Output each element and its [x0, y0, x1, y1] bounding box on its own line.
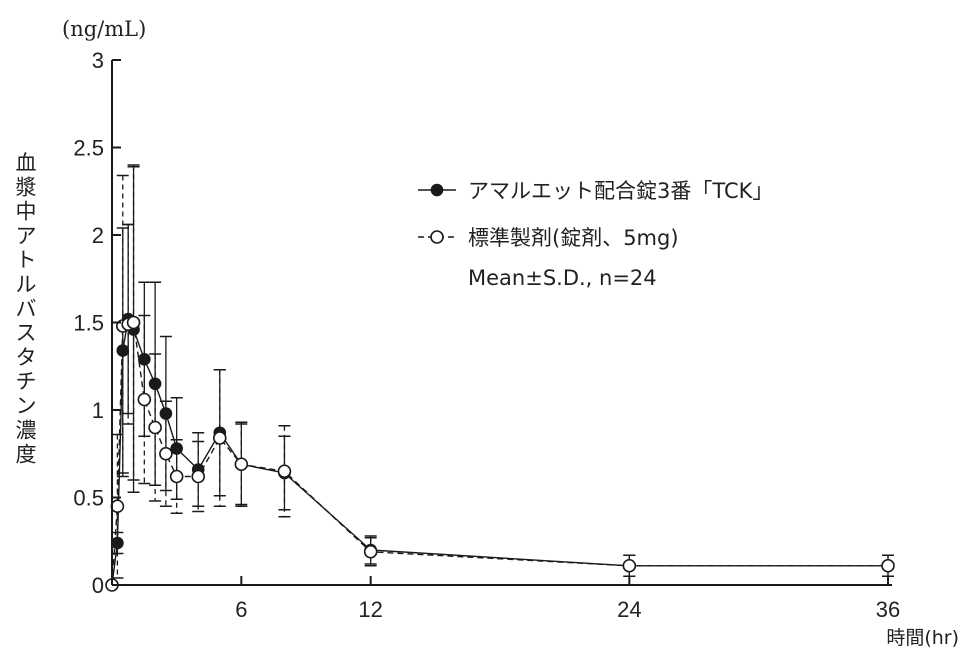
error-bar	[159, 400, 172, 507]
data-point	[622, 558, 637, 573]
data-point	[191, 469, 206, 484]
data-point	[110, 499, 125, 514]
error-bar	[192, 440, 205, 513]
error-bar	[116, 174, 129, 478]
x-tick-label: 12	[358, 597, 382, 622]
y-tick-label: 3	[92, 48, 104, 73]
legend-item: 標準製剤(錠剤、5mg)	[418, 226, 679, 250]
y-tick-label: 1	[92, 398, 104, 423]
series-line	[111, 321, 888, 586]
error-bar	[111, 433, 124, 579]
y-tick-label: 0	[92, 573, 104, 598]
data-point	[159, 446, 173, 461]
data-point	[234, 457, 249, 472]
error-bar	[235, 421, 248, 507]
y-tick-label: 0.5	[73, 486, 104, 511]
legend-marker	[430, 183, 444, 197]
axes: 00.511.522.536 12 24 36(ng/mL)血漿中アトルバスタチン濃度…	[16, 17, 960, 649]
x-tick-label: 36	[876, 597, 900, 622]
legend-label: 標準製剤(錠剤、5mg)	[468, 226, 679, 250]
legend-label: アマルエット配合錠3番「TCK」	[468, 179, 773, 203]
y-unit-label: (ng/mL)	[62, 17, 146, 41]
data-point	[881, 558, 895, 573]
series-line	[111, 316, 888, 586]
data-point	[277, 464, 292, 479]
y-tick-label: 2	[92, 223, 104, 248]
legend-marker	[430, 230, 444, 244]
series-2	[105, 164, 895, 592]
y-tick-label: 2.5	[73, 136, 104, 161]
plot-area	[105, 164, 895, 592]
data-point	[126, 315, 141, 330]
data-point	[363, 544, 378, 559]
x-tick-label: 6	[235, 597, 247, 622]
legend-item: アマルエット配合錠3番「TCK」	[418, 179, 773, 203]
x-axis-label: 時間(hr)	[886, 627, 959, 649]
data-point	[212, 431, 227, 445]
y-tick-label: 1.5	[73, 311, 104, 336]
data-point	[169, 469, 184, 484]
y-axis-label: 血漿中アトルバスタチン濃度	[16, 151, 37, 467]
error-bar	[213, 369, 226, 507]
x-tick-label: 24	[617, 597, 641, 622]
legend: アマルエット配合錠3番「TCK」標準製剤(錠剤、5mg) Mean±S.D., n…	[418, 179, 773, 290]
data-point	[148, 420, 162, 435]
data-point	[137, 392, 152, 407]
legend-note: Mean±S.D., n=24	[468, 266, 657, 290]
